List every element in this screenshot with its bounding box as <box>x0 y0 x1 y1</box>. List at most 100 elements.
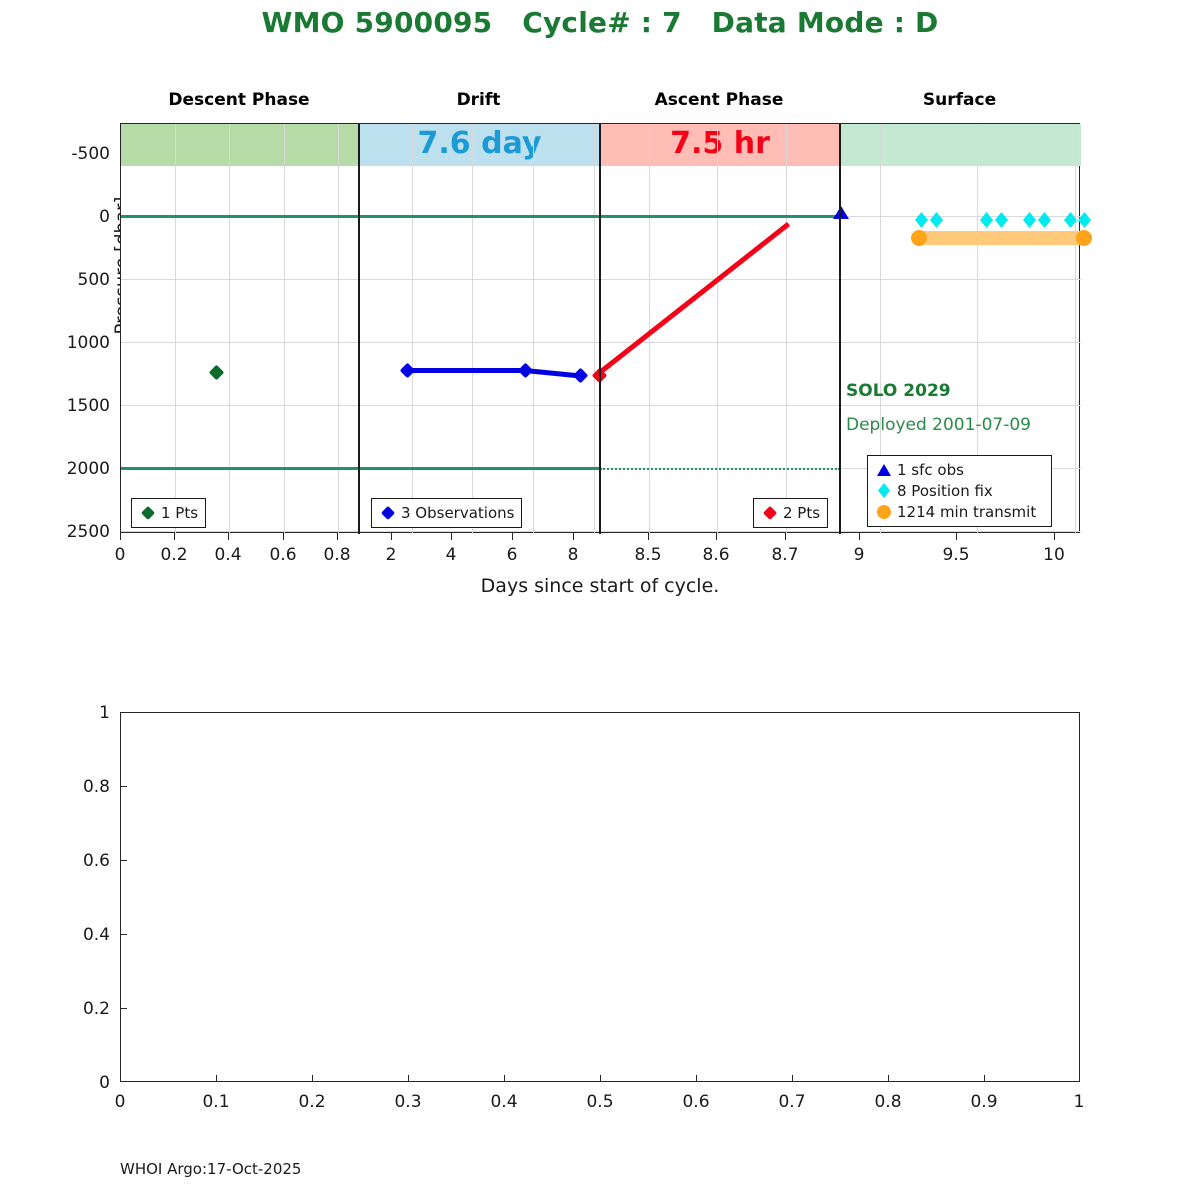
position-fix-marker <box>1078 212 1091 228</box>
legend-row: 8 Position fix <box>874 480 1044 501</box>
phase-bar-ascent: 7.5 hr <box>600 124 840 166</box>
legend-label: 8 Position fix <box>897 481 993 500</box>
y-tick-label: 1500 <box>66 396 110 416</box>
gridline-v <box>472 124 473 534</box>
position-fix-marker <box>1038 212 1051 228</box>
reference-line-0dbar <box>600 215 840 218</box>
x-tick-mark <box>391 533 393 540</box>
gridline-v <box>175 124 176 534</box>
reference-line-2000dbar <box>121 467 359 470</box>
x2-tick-label: 0.1 <box>202 1092 230 1112</box>
gridline-h <box>121 342 1081 343</box>
x2-tick-label: 0.3 <box>394 1092 422 1112</box>
footer-credit: WHOI Argo:17-Oct-2025 <box>120 1160 302 1178</box>
gridline-v <box>594 124 595 534</box>
legend-row: 2 Pts <box>760 502 820 523</box>
x2-tick-mark <box>312 1075 314 1082</box>
x2-tick-mark <box>888 1075 890 1082</box>
data-point-drift <box>517 362 534 379</box>
y2-tick-label: 0.6 <box>82 851 110 871</box>
x-tick-mark <box>337 533 339 540</box>
y-tick-label: 1000 <box>66 333 110 353</box>
y2-tick-label: 0 <box>99 1073 110 1093</box>
panel-drift: 7.6 day <box>359 124 600 534</box>
x2-tick-mark <box>504 1075 506 1082</box>
x-tick-label: 6 <box>506 545 518 565</box>
y2-tick-label: 0.4 <box>82 925 110 945</box>
x2-tick-mark <box>696 1075 698 1082</box>
transmit-start-marker <box>911 230 927 246</box>
x-tick-mark <box>648 533 650 540</box>
legend-ascent[interactable]: 2 Pts <box>753 498 829 528</box>
y2-tick-mark <box>120 1081 127 1083</box>
cycle-pressure-plot: 7.6 day 7.5 hr <box>120 123 1092 534</box>
y-tick-label: 500 <box>77 270 110 290</box>
x2-tick-label: 1 <box>1073 1092 1085 1112</box>
x-tick-mark <box>956 533 958 540</box>
x2-tick-label: 0.6 <box>682 1092 710 1112</box>
x-tick-mark <box>716 533 718 540</box>
y-tick-label: 0 <box>99 207 110 227</box>
legend-descent[interactable]: 1 Pts <box>131 498 207 528</box>
float-name-label: SOLO 2029 <box>846 381 951 401</box>
x2-tick-label: 0.2 <box>298 1092 326 1112</box>
x-tick-mark <box>573 533 575 540</box>
diamond-icon <box>138 505 158 520</box>
y2-tick-label: 0.8 <box>82 777 110 797</box>
x-tick-mark <box>785 533 787 540</box>
phase-title-descent: Descent Phase <box>168 90 310 110</box>
x2-tick-label: 0.4 <box>490 1092 518 1112</box>
reference-line-0dbar <box>359 215 600 218</box>
gridline-v <box>284 124 285 534</box>
x-tick-label: 0.6 <box>269 545 297 565</box>
legend-drift[interactable]: 3 Observations <box>371 498 523 528</box>
y-tick-label: 2000 <box>66 459 110 479</box>
triangle-icon <box>874 463 894 476</box>
x-tick-label: 0.2 <box>160 545 188 565</box>
transmit-end-marker <box>1076 230 1092 246</box>
x-tick-label: 9 <box>853 545 865 565</box>
legend-row: 3 Observations <box>378 502 514 523</box>
float-deployed-label: Deployed 2001-07-09 <box>846 415 1031 435</box>
diamond-icon <box>760 505 780 520</box>
x-tick-mark <box>1054 533 1056 540</box>
reference-line-2000dbar-dotted <box>600 468 840 470</box>
legend-row: 1 sfc obs <box>874 459 1044 480</box>
y-tick-label: -500 <box>71 144 110 164</box>
x2-tick-mark <box>984 1075 986 1082</box>
x-tick-label: 4 <box>445 545 457 565</box>
gridline-v <box>338 124 339 534</box>
gridline-v <box>412 124 413 534</box>
x-tick-label: 8 <box>567 545 579 565</box>
x2-tick-mark <box>1079 1075 1081 1082</box>
phase-title-surface: Surface <box>922 90 997 110</box>
phase-bar-descent <box>121 124 359 166</box>
gridline-v <box>717 124 718 534</box>
legend-label: 2 Pts <box>783 503 821 522</box>
x2-tick-mark <box>792 1075 794 1082</box>
position-fix-marker <box>930 212 943 228</box>
secondary-empty-plot <box>120 712 1080 1082</box>
x-tick-label: 0 <box>114 545 126 565</box>
phase-bar-drift: 7.6 day <box>359 124 600 166</box>
ascent-line <box>594 222 791 378</box>
y2-tick-mark <box>120 1008 127 1010</box>
circle-icon <box>874 504 894 519</box>
phase-title-ascent: Ascent Phase <box>654 90 784 110</box>
reference-line-2000dbar <box>359 467 600 470</box>
x-tick-mark <box>120 533 122 540</box>
legend-surface[interactable]: 1 sfc obs 8 Position fix 1214 min transm… <box>867 455 1052 527</box>
x2-tick-mark <box>408 1075 410 1082</box>
legend-label: 1214 min transmit <box>897 502 1037 521</box>
gridline-h <box>121 531 1081 532</box>
x2-tick-mark <box>120 1075 122 1082</box>
gridline-v <box>1075 124 1076 534</box>
phase-bar-duration-descent <box>121 124 359 166</box>
x-tick-label: 9.5 <box>942 545 970 565</box>
y2-tick-mark <box>120 860 127 862</box>
legend-label: 1 Pts <box>161 503 199 522</box>
x-tick-mark <box>283 533 285 540</box>
phase-bar-duration-surface <box>840 124 1081 166</box>
gridline-v <box>880 124 881 534</box>
